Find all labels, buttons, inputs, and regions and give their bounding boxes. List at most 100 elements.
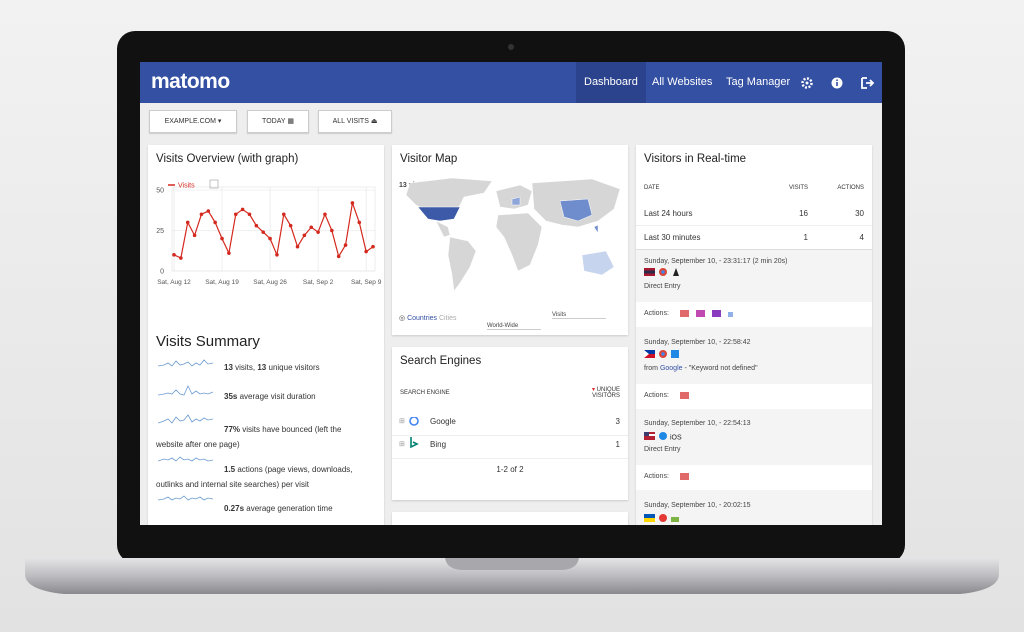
data-point: [350, 201, 355, 205]
data-point: [343, 243, 348, 247]
select-label: Visits: [552, 312, 567, 318]
visits-overview-widget: Visits Overview (with graph) 0 25 50 Sat, A…: [148, 145, 384, 525]
source-link[interactable]: Google: [659, 365, 683, 372]
data-point: [323, 212, 327, 217]
nav-item[interactable]: All Websites: [652, 76, 713, 88]
y-tick-label: 50: [156, 188, 164, 195]
data-point: [240, 207, 245, 212]
visit-actions: Actions:: [644, 310, 669, 317]
data-point: [247, 212, 252, 217]
data-point: [213, 220, 217, 225]
data-point: [179, 256, 183, 260]
engine-name[interactable]: Google: [430, 417, 456, 426]
data-point: [254, 223, 259, 228]
logo[interactable]: matomo: [151, 70, 230, 93]
summary-value: 77%: [224, 425, 241, 434]
button-label: ALL VISITS: [332, 118, 369, 125]
data-point: [309, 225, 314, 230]
south-america: [447, 236, 477, 292]
legend-icon: [209, 179, 219, 189]
action-icons: [680, 392, 689, 399]
visit-source: Direct Entry: [644, 283, 681, 290]
button-label: EXAMPLE.COM: [164, 118, 216, 125]
data-point: [357, 220, 362, 225]
column-header: VISITS: [788, 185, 808, 191]
action-icons: [680, 473, 689, 480]
metric-select[interactable]: Visits: [552, 312, 606, 319]
visits-count: 1: [803, 233, 808, 242]
visit-source: Direct Entry: [644, 446, 681, 453]
data-point: [192, 233, 197, 238]
data-point: [288, 223, 293, 228]
column-header[interactable]: ▾ UNIQUE VISITORS: [591, 387, 620, 399]
header-icons[interactable]: [800, 76, 880, 90]
data-point: [364, 249, 368, 254]
segment-selector[interactable]: ALL VISITS ⏏: [318, 110, 392, 133]
visit-time: Sunday, September 10, - 22:54:13: [644, 420, 751, 427]
column-header: ACTIONS: [837, 185, 864, 191]
world-map: [405, 177, 621, 292]
data-point: [316, 230, 320, 234]
widget-title: Visitors in Real-time: [644, 153, 747, 165]
summary-text: unique visitors: [266, 363, 320, 372]
x-tick-label: Sat, Aug 26: [253, 279, 287, 286]
summary-item: 77% visits have bounced (left the websit…: [156, 422, 366, 452]
action-icons: [680, 310, 733, 317]
visit-source: from Google - "Keyword not defined": [644, 365, 758, 372]
data-point: [371, 244, 375, 249]
realtime-widget: Visitors in Real-time DATE VISITS ACTION…: [636, 145, 872, 525]
summary-value: 13: [224, 363, 233, 372]
data-point: [295, 244, 300, 249]
svg-text:iOS: iOS: [670, 435, 682, 442]
summary-item: 13 visits, 13 unique visitors: [224, 363, 320, 372]
column-header: SEARCH ENGINE: [400, 390, 450, 396]
period: Last 24 hours: [644, 209, 693, 218]
site-selector[interactable]: EXAMPLE.COM ▾: [149, 110, 237, 133]
summary-value: 1.5: [224, 465, 236, 474]
region-select[interactable]: World-Wide: [487, 323, 541, 330]
select-label: World-Wide: [487, 323, 519, 329]
widget-title: Search Engines: [400, 355, 482, 367]
data-point: [206, 209, 211, 213]
summary-text: visits have bounced (left the website af…: [156, 425, 342, 449]
source-text: - "Keyword not defined": [684, 365, 758, 372]
y-tick-label: 0: [160, 269, 164, 276]
visit-time: Sunday, September 10, - 20:02:15: [644, 502, 751, 509]
summary-item: 1.5 actions (page views, downloads, outl…: [156, 462, 374, 492]
widget-title: Visits Summary: [156, 333, 260, 350]
x-tick-label: Sat, Sep 2: [303, 279, 334, 286]
data-point: [336, 254, 341, 259]
data-point: [261, 230, 266, 234]
data-point: [185, 220, 190, 225]
engine-visitors: 1: [615, 440, 620, 449]
summary-text: actions (page views, downloads, outlinks…: [156, 465, 353, 489]
column-header: DATE: [644, 185, 660, 191]
visit-time: Sunday, September 10, - 22:58:42: [644, 339, 751, 346]
africa: [495, 212, 543, 272]
visits-count: 16: [799, 209, 808, 218]
date-selector[interactable]: TODAY ▦: [247, 110, 309, 133]
widget-title: Visitor Map: [400, 153, 458, 165]
data-point: [172, 253, 176, 257]
map-tab[interactable]: Cities: [438, 315, 457, 322]
svg-text:⊞: ⊞: [399, 441, 405, 448]
visit-icons: [644, 350, 679, 358]
actions-count: 30: [855, 209, 864, 218]
data-point: [330, 228, 334, 233]
search-engines-widget: Search Engines SEARCH ENGINE ▾ UNIQUE VI…: [392, 347, 628, 500]
summary-text: average visit duration: [237, 392, 316, 401]
source-text: from: [644, 365, 658, 372]
period: Last 30 minutes: [644, 233, 701, 242]
plot-frame: [171, 186, 376, 272]
nav-item[interactable]: Dashboard: [576, 62, 646, 103]
visitor-map-widget: Visitor Map 13 visits ◎ Countries Cities…: [392, 145, 628, 335]
data-point: [233, 212, 238, 217]
map-tab[interactable]: Countries: [407, 315, 438, 322]
visit-actions: Actions:: [644, 392, 669, 399]
nav-item[interactable]: Tag Manager: [726, 76, 791, 88]
button-label: TODAY: [262, 118, 286, 125]
engine-name[interactable]: Bing: [430, 440, 447, 449]
x-tick-label: Sat, Sep 9: [351, 279, 382, 286]
y-tick-label: 25: [156, 228, 164, 235]
